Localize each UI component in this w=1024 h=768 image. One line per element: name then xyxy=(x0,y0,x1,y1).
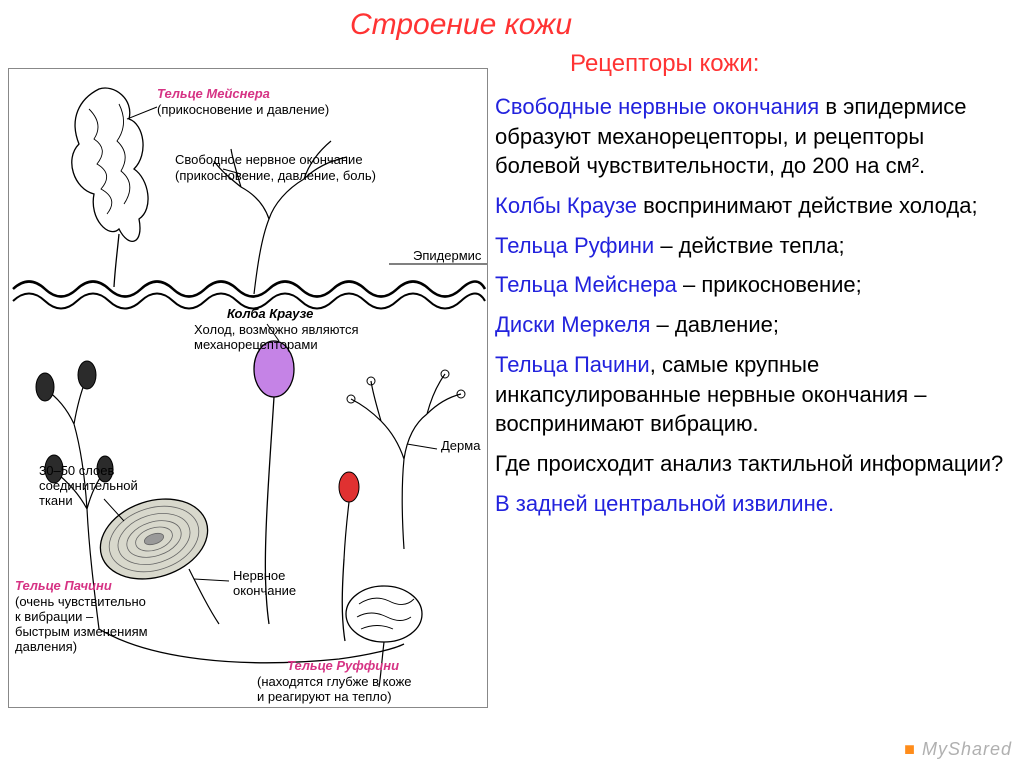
para-2: Колбы Краузе воспринимают действие холод… xyxy=(495,191,1005,221)
para-7: Где происходит анализ тактильной информа… xyxy=(495,449,1005,479)
hl-2: Колбы Краузе xyxy=(495,193,637,218)
label-nerve-ending: Нервное xyxy=(233,569,285,584)
label-layers2: соединительной xyxy=(39,479,138,494)
para-4: Тельца Мейснера – прикосновение; xyxy=(495,270,1005,300)
label-ruffini-title: Тельце Руффини xyxy=(287,659,399,674)
rest-5: – давление; xyxy=(650,312,779,337)
rest-7: Где происходит анализ тактильной информа… xyxy=(495,451,1003,476)
title-text: Строение кожи xyxy=(350,8,572,41)
label-pacini-title: Тельце Пачини xyxy=(15,579,112,594)
watermark-text: MyShared xyxy=(922,739,1012,759)
hl-3: Тельца Руфини xyxy=(495,233,654,258)
watermark-icon: ■ xyxy=(904,739,916,759)
label-krause-title: Колба Краузе xyxy=(227,307,313,322)
para-1: Свободные нервные окончания в эпидермисе… xyxy=(495,92,1005,181)
rest-3: – действие тепла; xyxy=(654,233,844,258)
rest-2: воспринимают действие холода; xyxy=(637,193,978,218)
text-block: Свободные нервные окончания в эпидермисе… xyxy=(495,92,1005,528)
hl-6: Тельца Пачини xyxy=(495,352,650,377)
subtitle: Рецепторы кожи: xyxy=(570,50,759,78)
hl-8: В задней центральной извилине. xyxy=(495,491,834,516)
label-ruffini-sub2: и реагируют на тепло) xyxy=(257,690,392,705)
label-krause-sub2: механорецепторами xyxy=(194,338,318,353)
para-6: Тельца Пачини, самые крупные инкапсулиро… xyxy=(495,350,1005,439)
label-meissner-sub: (прикосновение и давление) xyxy=(157,103,329,118)
diagram: Тельце Мейснера (прикосновение и давлени… xyxy=(8,68,488,708)
hl-1: Свободные нервные окончания xyxy=(495,94,819,119)
para-5: Диски Меркеля – давление; xyxy=(495,310,1005,340)
page-title: Строение кожи xyxy=(350,8,572,42)
label-free-ending-sub: (прикосновение, давление, боль) xyxy=(175,169,376,184)
label-pacini-sub3: быстрым изменениям xyxy=(15,625,148,640)
watermark: ■ MyShared xyxy=(904,739,1012,760)
label-epidermis: Эпидермис xyxy=(413,249,481,264)
label-free-ending: Свободное нервное окончание xyxy=(175,153,363,168)
label-pacini-sub: (очень чувствительно xyxy=(15,595,146,610)
para-8: В задней центральной извилине. xyxy=(495,489,1005,519)
label-pacini-sub4: давления) xyxy=(15,640,77,655)
subtitle-text: Рецепторы кожи: xyxy=(570,50,759,77)
label-ruffini-sub: (находятся глубже в коже xyxy=(257,675,412,690)
rest-4: – прикосновение; xyxy=(677,272,862,297)
label-meissner-title: Тельце Мейснера xyxy=(157,87,270,102)
para-3: Тельца Руфини – действие тепла; xyxy=(495,231,1005,261)
label-pacini-sub2: к вибрации – xyxy=(15,610,93,625)
label-dermis: Дерма xyxy=(441,439,480,454)
hl-4: Тельца Мейснера xyxy=(495,272,677,297)
label-nerve-ending2: окончание xyxy=(233,584,296,599)
label-layers3: ткани xyxy=(39,494,73,509)
label-layers: 30–50 слоев xyxy=(39,464,114,479)
label-krause-sub: Холод, возможно являются xyxy=(194,323,359,338)
hl-5: Диски Меркеля xyxy=(495,312,650,337)
